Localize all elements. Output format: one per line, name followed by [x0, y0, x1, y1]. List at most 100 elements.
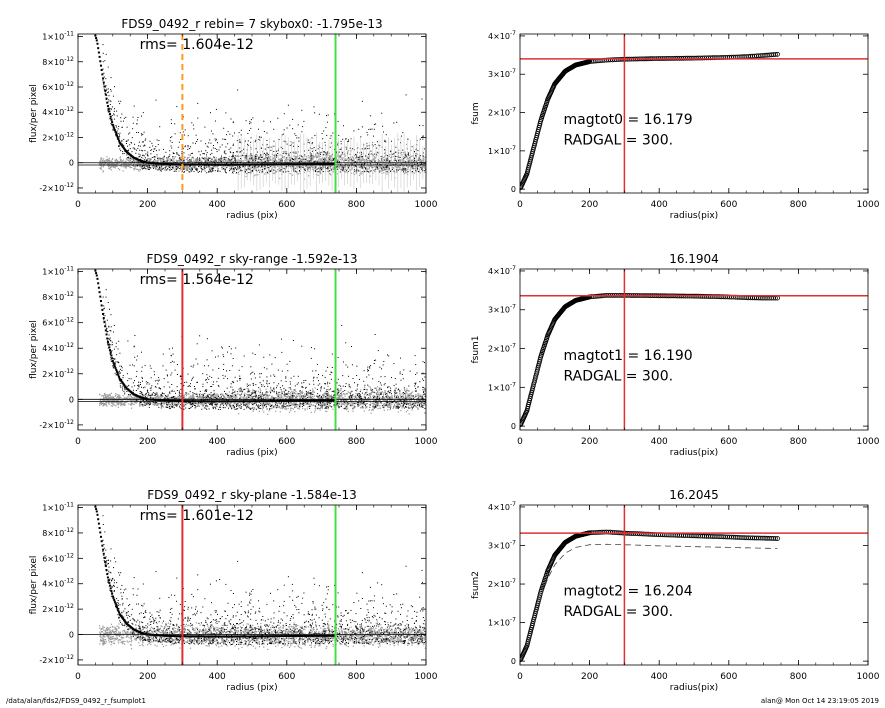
data-point	[370, 412, 372, 414]
data-point	[222, 165, 225, 167]
profile-point	[308, 163, 311, 166]
data-point	[352, 172, 355, 174]
data-point	[233, 152, 234, 154]
profile-point	[299, 163, 302, 166]
data-point	[279, 159, 281, 161]
data-point	[385, 134, 387, 136]
data-point	[418, 159, 420, 161]
data-point	[272, 161, 274, 163]
data-point	[367, 168, 369, 170]
data-point	[232, 153, 234, 155]
data-point	[111, 120, 113, 122]
data-point	[427, 173, 428, 174]
data-point	[398, 166, 400, 168]
data-point	[427, 156, 428, 157]
data-point	[195, 168, 197, 170]
data-point	[165, 165, 167, 167]
data-point	[160, 166, 162, 168]
data-point	[400, 170, 403, 172]
data-point	[296, 137, 298, 139]
data-point	[264, 173, 266, 175]
data-point	[419, 172, 421, 174]
data-point	[247, 144, 249, 146]
data-point	[249, 121, 251, 123]
profile-point	[273, 163, 276, 166]
data-point	[191, 157, 193, 159]
data-point	[143, 395, 145, 397]
data-point	[354, 161, 356, 163]
data-point	[320, 158, 322, 160]
data-point	[127, 156, 129, 158]
data-point	[360, 403, 362, 406]
data-point	[206, 161, 208, 163]
data-point	[272, 159, 274, 161]
data-point	[204, 168, 206, 170]
data-point	[228, 148, 230, 150]
data-point	[218, 158, 220, 160]
data-point	[211, 165, 213, 167]
data-point	[293, 167, 295, 169]
data-point	[245, 159, 247, 161]
data-point	[377, 159, 379, 161]
data-point	[156, 156, 158, 158]
data-point	[364, 163, 366, 164]
data-point	[303, 155, 305, 157]
data-point	[236, 167, 238, 169]
data-point	[277, 161, 279, 163]
data-point	[247, 161, 249, 163]
data-point	[379, 165, 381, 168]
data-point	[142, 163, 144, 165]
data-point	[303, 178, 305, 180]
data-point	[289, 156, 291, 158]
data-point	[404, 168, 406, 170]
data-point	[390, 159, 392, 161]
data-point	[202, 157, 204, 159]
data-point	[226, 166, 228, 168]
data-point	[349, 169, 351, 171]
data-point	[388, 172, 390, 174]
data-point	[208, 157, 210, 159]
data-point	[396, 171, 398, 173]
data-point	[374, 170, 376, 172]
data-point	[100, 168, 102, 170]
data-point	[301, 131, 303, 133]
data-point	[126, 150, 128, 151]
data-point	[277, 169, 279, 171]
data-point	[428, 401, 429, 402]
data-point	[240, 155, 242, 157]
data-point	[234, 165, 236, 167]
profile-point	[256, 163, 259, 166]
data-point	[232, 156, 234, 157]
data-point	[214, 166, 216, 168]
data-point	[141, 156, 143, 158]
data-point	[411, 165, 413, 167]
data-point	[138, 153, 140, 155]
data-point	[204, 165, 206, 167]
data-point	[233, 168, 235, 170]
data-point	[110, 163, 112, 165]
data-point	[179, 159, 181, 161]
data-point	[398, 156, 400, 159]
data-point	[190, 168, 192, 170]
data-point	[388, 162, 390, 164]
data-point	[363, 144, 365, 146]
data-point	[251, 170, 253, 172]
data-point	[431, 163, 432, 164]
data-point	[367, 171, 369, 173]
data-point	[280, 161, 282, 163]
data-point	[234, 155, 236, 157]
data-point	[285, 171, 287, 173]
data-point	[133, 163, 135, 165]
data-point	[130, 157, 132, 159]
data-point	[159, 167, 162, 169]
data-point	[327, 170, 329, 172]
data-point	[185, 169, 187, 171]
data-point	[258, 165, 260, 167]
data-point	[393, 152, 395, 154]
data-point	[264, 158, 266, 160]
data-point	[122, 153, 124, 155]
data-point	[424, 171, 426, 173]
data-point	[260, 156, 262, 158]
data-point	[337, 166, 338, 168]
data-point	[142, 112, 144, 114]
